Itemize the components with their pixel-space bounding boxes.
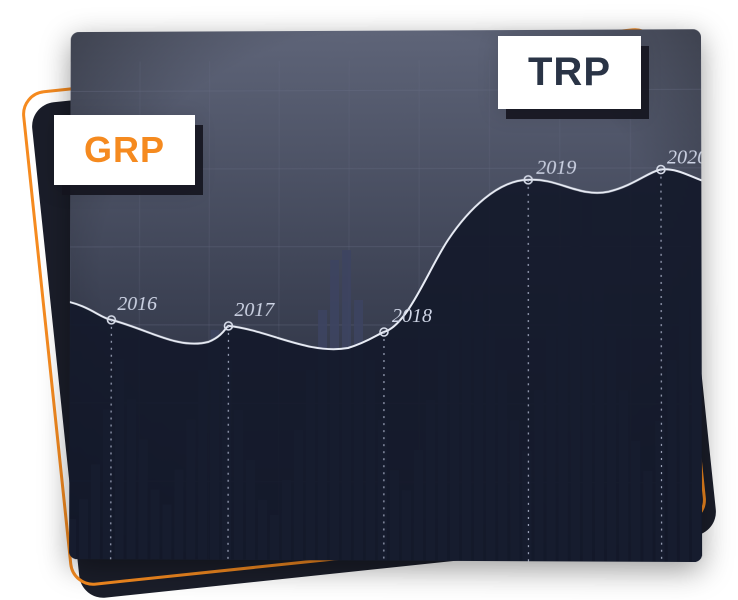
year-label: 2020 xyxy=(667,146,702,168)
grp-label: GRP xyxy=(84,129,165,170)
year-label: 2019 xyxy=(536,157,576,179)
timeseries-chart: 2016 2017 2018 2019 2020 xyxy=(69,29,702,562)
chart-panel: 2016 2017 2018 2019 2020 xyxy=(69,29,702,562)
year-label: 2018 xyxy=(392,305,432,327)
trp-badge: TRP xyxy=(498,36,641,109)
year-label: 2017 xyxy=(234,299,275,321)
grp-badge: GRP xyxy=(54,115,195,185)
trp-label: TRP xyxy=(528,50,611,94)
year-label: 2016 xyxy=(117,293,157,315)
